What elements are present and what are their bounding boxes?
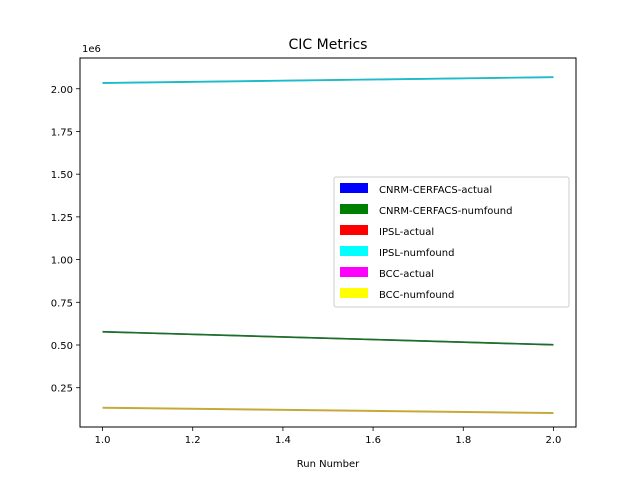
plot-frame	[79, 57, 577, 428]
y-tick-label: 1.25	[51, 213, 73, 224]
plot-lines	[102, 76, 554, 414]
x-tick-label: 1.4	[275, 435, 291, 446]
x-axis-label: Run Number	[297, 459, 360, 470]
legend-frame	[333, 176, 570, 308]
legend-label: BCC-numfound	[379, 290, 454, 301]
x-tick-label: 1.8	[455, 435, 471, 446]
x-tick-label: 2.0	[546, 435, 562, 446]
x-axis: 1.0 1.2 1.4 1.6 1.8 2.0	[95, 427, 562, 446]
legend: CNRM-CERFACS-actual CNRM-CERFACS-numfound…	[333, 176, 570, 308]
y-tick-label: 1.75	[51, 127, 73, 138]
legend-label: BCC-actual	[379, 269, 434, 280]
y-tick-label: 1.50	[51, 170, 73, 181]
y-offset-label: 1e6	[82, 44, 101, 55]
series-line	[102, 331, 554, 346]
legend-swatch	[340, 246, 368, 256]
legend-swatch	[340, 225, 368, 235]
legend-swatch	[340, 204, 368, 214]
legend-label: IPSL-numfound	[379, 248, 454, 259]
x-tick-label: 1.0	[95, 435, 111, 446]
series-line	[102, 76, 554, 84]
y-tick-label: 0.25	[51, 384, 73, 395]
y-tick-label: 2.00	[51, 85, 73, 96]
legend-swatch	[340, 267, 368, 277]
y-tick-label: 0.75	[51, 298, 73, 309]
legend-label: CNRM-CERFACS-numfound	[379, 206, 512, 217]
y-tick-label: 0.50	[51, 341, 73, 352]
legend-label: CNRM-CERFACS-actual	[379, 185, 492, 196]
series-line	[102, 407, 554, 414]
legend-swatch	[340, 183, 368, 193]
legend-swatch	[340, 288, 368, 298]
x-tick-label: 1.2	[185, 435, 201, 446]
legend-label: IPSL-actual	[379, 227, 434, 238]
y-tick-label: 1.00	[51, 256, 73, 267]
y-axis: 0.25 0.50 0.75 1.00 1.25 1.50 1.75 2.00	[51, 85, 80, 395]
x-tick-label: 1.6	[365, 435, 381, 446]
chart-title: CIC Metrics	[289, 37, 368, 53]
